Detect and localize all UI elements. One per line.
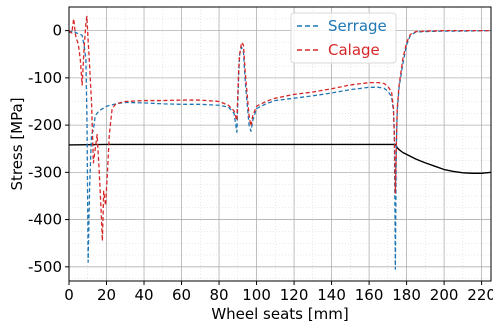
- x-tick-label: 0: [64, 286, 74, 304]
- y-axis-label: Stress [MPa]: [8, 97, 26, 190]
- x-tick-label: 20: [97, 286, 116, 304]
- x-tick-label: 60: [172, 286, 191, 304]
- y-tick-label: -200: [28, 116, 62, 134]
- y-tick-label: 0: [52, 22, 62, 40]
- y-tick-label: -400: [28, 211, 62, 229]
- series-line-serrage: [69, 29, 491, 270]
- y-tick-label: -100: [28, 69, 62, 87]
- series-line-reference: [69, 143, 491, 174]
- legend: Serrage Calage: [290, 12, 397, 64]
- y-tick-label: -500: [28, 258, 62, 276]
- series-line-calage: [69, 15, 491, 242]
- x-tick-label: 140: [317, 286, 346, 304]
- legend-label-calage: Calage: [328, 41, 380, 59]
- legend-label-serrage: Serrage: [328, 17, 387, 35]
- x-tick-label: 40: [134, 286, 153, 304]
- x-tick-label: 220: [467, 286, 493, 304]
- series-layer: [69, 15, 491, 270]
- plot-frame: [68, 6, 492, 282]
- axes-layer: [68, 6, 492, 282]
- y-tick-label: -300: [28, 163, 62, 181]
- ticks-layer: 0 20 40 60 80 100 120 140 160 180 200 220 0 -100 -200 -…: [28, 22, 493, 304]
- x-tick-label: 160: [355, 286, 384, 304]
- x-tick-label: 200: [430, 286, 459, 304]
- x-tick-label: 80: [209, 286, 228, 304]
- x-tick-label: 100: [242, 286, 271, 304]
- x-tick-label: 180: [392, 286, 421, 304]
- x-axis-label: Wheel seats [mm]: [211, 305, 348, 323]
- x-tick-label: 120: [280, 286, 309, 304]
